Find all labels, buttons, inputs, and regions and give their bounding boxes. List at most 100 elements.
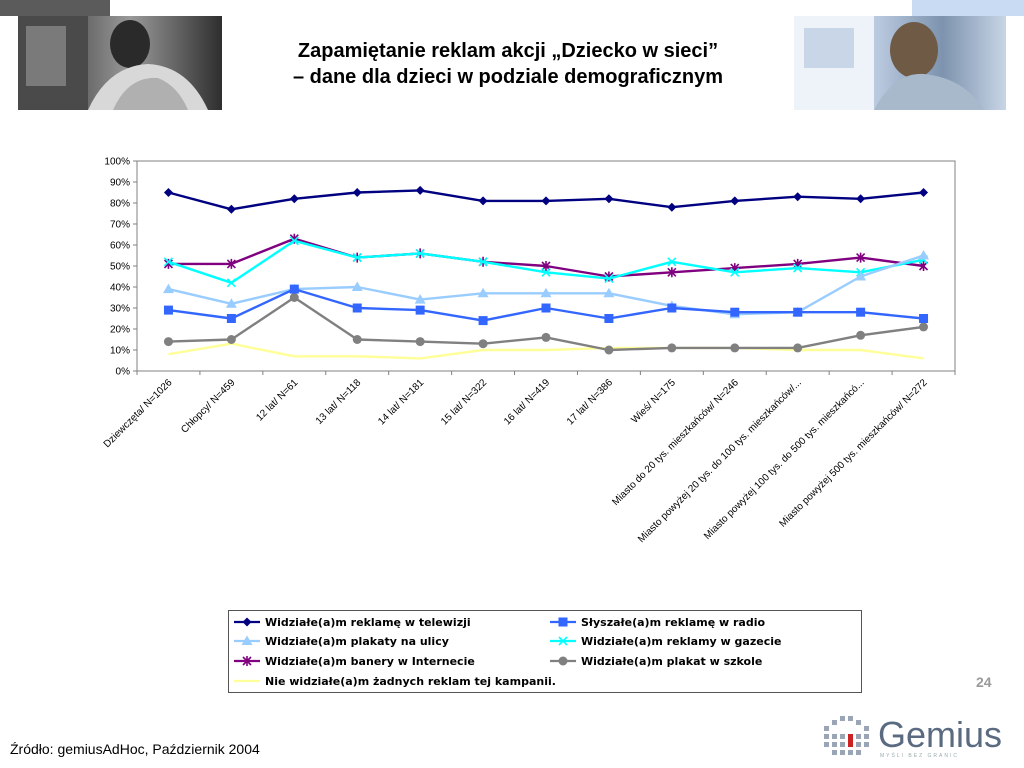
data-point bbox=[540, 287, 552, 298]
x-tick-label: 15 lat/ N=322 bbox=[439, 377, 489, 427]
legend-item: Słyszałe(a)m reklamę w radio bbox=[549, 614, 765, 630]
photo-right-illustration bbox=[794, 16, 984, 110]
chart-legend: Widziałe(a)m reklamę w telewizji Słyszałe… bbox=[228, 610, 862, 693]
data-point bbox=[352, 188, 362, 197]
legend-label: Widziałe(a)m reklamę w telewizji bbox=[265, 615, 471, 629]
legend-swatch bbox=[550, 617, 576, 627]
data-point bbox=[162, 283, 174, 294]
data-point bbox=[919, 322, 929, 332]
data-point bbox=[226, 314, 236, 323]
header-corner-bar-left bbox=[0, 0, 110, 16]
data-point bbox=[856, 307, 866, 317]
legend-label: Słyszałe(a)m reklamę w radio bbox=[581, 615, 766, 629]
data-point bbox=[226, 204, 236, 214]
x-tick-label: Chłopcy/ N=459 bbox=[179, 377, 238, 436]
legend-label: Widziałe(a)m plakat w szkole bbox=[581, 654, 763, 668]
data-point bbox=[667, 202, 677, 212]
data-point bbox=[856, 194, 866, 204]
data-point bbox=[541, 196, 551, 206]
x-tick-label: 16 lat/ N=419 bbox=[502, 377, 552, 427]
data-point bbox=[163, 258, 174, 269]
data-point bbox=[478, 196, 488, 206]
data-point bbox=[856, 252, 866, 263]
legend-swatch bbox=[234, 617, 260, 627]
y-tick-label: 30% bbox=[110, 304, 130, 315]
data-point bbox=[414, 294, 426, 304]
legend-item: Widziałe(a)m plakat w szkole bbox=[549, 653, 762, 669]
data-point bbox=[226, 335, 236, 344]
data-point bbox=[478, 257, 488, 267]
data-point bbox=[730, 343, 740, 353]
legend-item: Widziałe(a)m plakaty na ulicy bbox=[233, 633, 449, 649]
page-title-line-1: Zapamiętanie reklam akcji „Dziecko w sie… bbox=[297, 40, 719, 62]
data-point bbox=[730, 196, 740, 206]
data-point bbox=[163, 305, 173, 315]
header-photo-right bbox=[794, 16, 1006, 110]
data-point bbox=[415, 248, 425, 258]
legend-label: Widziałe(a)m reklamy w gazecie bbox=[581, 634, 782, 648]
data-point bbox=[667, 267, 677, 278]
data-point bbox=[477, 287, 489, 298]
data-point bbox=[541, 332, 551, 342]
header-photo-left bbox=[18, 16, 222, 110]
data-point bbox=[541, 303, 551, 313]
legend-item: Widziałe(a)m reklamę w telewizji bbox=[233, 614, 471, 630]
page-title: Zapamiętanie reklam akcji „Dziecko w sie… bbox=[222, 38, 794, 90]
data-point bbox=[289, 293, 299, 302]
data-point bbox=[241, 635, 253, 645]
data-point bbox=[558, 617, 568, 627]
y-tick-label: 10% bbox=[110, 346, 130, 357]
y-tick-label: 50% bbox=[110, 262, 130, 273]
page-number: 24 bbox=[976, 674, 992, 690]
legend-label: Widziałe(a)m banery w Internecie bbox=[265, 654, 475, 668]
x-tick-label: Dziewczęta/ N=1026 bbox=[102, 377, 175, 450]
logo-wordmark: Gemius bbox=[878, 714, 1003, 755]
x-tick-label: 13 lat/ N=118 bbox=[314, 377, 364, 427]
legend-label: Widziałe(a)m plakaty na ulicy bbox=[265, 634, 449, 648]
legend-swatch bbox=[550, 636, 576, 646]
source-note: Źródło: gemiusAdHoc, Październik 2004 bbox=[10, 741, 260, 757]
legend-swatch bbox=[234, 635, 260, 645]
photo-left-illustration bbox=[18, 16, 208, 110]
data-point bbox=[918, 250, 930, 260]
chart-series bbox=[162, 185, 930, 360]
data-point bbox=[730, 267, 740, 277]
legend-swatch bbox=[234, 656, 260, 666]
series-line bbox=[163, 185, 929, 214]
legend-item: Nie widziałe(a)m żadnych reklam tej kamp… bbox=[233, 673, 556, 689]
data-point bbox=[289, 284, 299, 294]
series-line bbox=[163, 236, 929, 288]
gemius-logo: Gemius MYŚLI BEZ GRANIC bbox=[818, 712, 1018, 762]
data-point bbox=[163, 337, 173, 347]
y-tick-label: 20% bbox=[110, 325, 130, 336]
legend-item: Widziałe(a)m banery w Internecie bbox=[233, 653, 475, 669]
y-tick-label: 90% bbox=[110, 178, 130, 189]
legend-item: Widziałe(a)m reklamy w gazecie bbox=[549, 633, 781, 649]
data-point bbox=[242, 617, 252, 627]
data-point bbox=[226, 258, 236, 269]
data-point bbox=[415, 337, 425, 347]
data-point bbox=[604, 274, 614, 284]
page-title-line-2: – dane dla dzieci w podziale demograficz… bbox=[292, 66, 724, 88]
x-tick-label: 12 lat/ N=61 bbox=[254, 377, 300, 423]
legend-swatch bbox=[234, 679, 260, 683]
y-tick-label: 60% bbox=[110, 241, 130, 252]
x-tick-label: Miasto do 20 tys. mieszkańców/ N=246 bbox=[610, 377, 741, 508]
data-point bbox=[478, 316, 488, 326]
data-point bbox=[919, 188, 929, 197]
data-point bbox=[793, 263, 803, 273]
logo-tagline: MYŚLI BEZ GRANIC bbox=[880, 753, 959, 759]
data-point bbox=[163, 257, 174, 267]
x-tick-label: Wieś/ N=175 bbox=[630, 377, 679, 426]
data-point bbox=[793, 307, 803, 317]
data-point bbox=[478, 339, 488, 349]
data-point bbox=[289, 194, 299, 204]
data-point bbox=[730, 307, 740, 317]
legend-label: Nie widziałe(a)m żadnych reklam tej kamp… bbox=[265, 674, 556, 688]
chart-x-labels: Dziewczęta/ N=1026 Chłopcy/ N=459 12 lat/ … bbox=[102, 377, 930, 545]
data-point bbox=[352, 303, 362, 313]
series-line bbox=[163, 293, 929, 355]
x-tick-label: 14 lat/ N=181 bbox=[376, 377, 426, 427]
data-point bbox=[667, 303, 677, 313]
data-point bbox=[558, 636, 568, 646]
